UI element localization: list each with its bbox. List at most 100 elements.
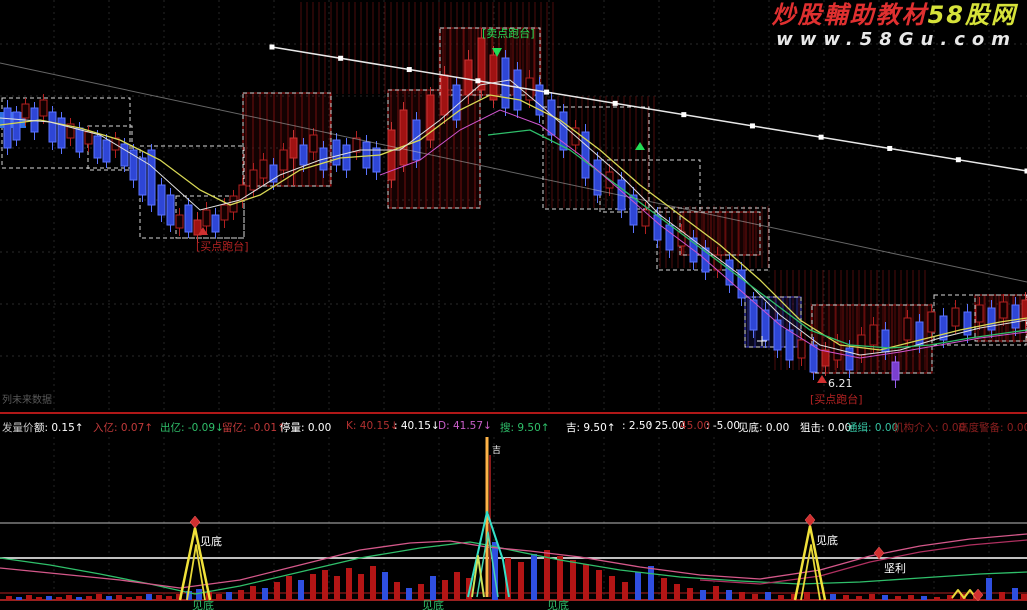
volume-bar	[126, 597, 132, 600]
trend-marker-line	[271, 46, 1027, 172]
trendline-node	[544, 89, 550, 95]
chart-signal-label: [买点跑台]	[196, 239, 249, 253]
volume-bar	[1012, 588, 1018, 600]
candle-body	[927, 311, 936, 333]
trendline-node	[749, 123, 755, 129]
candle-body	[513, 69, 522, 111]
candle-body	[309, 134, 318, 153]
candle-body	[249, 169, 258, 191]
ma-green	[487, 129, 1027, 349]
candle-body	[975, 304, 984, 323]
volume-bar	[752, 594, 758, 600]
volume-bar	[370, 566, 376, 600]
volume-bar	[156, 595, 162, 600]
center-spike-cyan	[467, 511, 510, 598]
volume-bar	[16, 597, 22, 600]
candle-body	[211, 214, 220, 233]
volume-bar	[298, 580, 304, 600]
candle-body	[477, 37, 486, 91]
candle-body	[75, 127, 84, 153]
candle-body	[66, 123, 75, 139]
candle-body	[963, 311, 972, 336]
candle-body	[175, 214, 184, 229]
volume-bar	[726, 590, 732, 600]
volume-bar	[274, 582, 280, 600]
volume-bar	[106, 596, 112, 600]
trendline-node	[1024, 168, 1027, 174]
arrow-up-icon	[198, 227, 208, 235]
volume-bar	[136, 596, 142, 600]
volume-bar	[418, 584, 424, 600]
candle-body	[202, 209, 211, 227]
volume-bar	[570, 560, 576, 600]
panel-signal-label-clipped: 见底	[547, 598, 569, 610]
volume-bar	[505, 558, 511, 600]
signal-box-dash	[242, 92, 332, 187]
candle-body	[797, 339, 806, 359]
candle-body	[665, 224, 674, 251]
candle-body	[641, 209, 650, 227]
volume-bar	[286, 576, 292, 600]
indicator-item: : 2.50	[622, 420, 653, 432]
right-yellow-zigzag	[951, 589, 977, 599]
candle-body	[773, 319, 782, 351]
trendline-node	[818, 134, 824, 140]
volume-bar	[947, 595, 953, 600]
volume-bar	[518, 562, 524, 600]
indicator-item: 出亿: -0.09↓	[160, 422, 224, 434]
candle-body	[535, 84, 544, 116]
trendline-node	[269, 44, 275, 50]
candle-body	[289, 137, 298, 159]
ma-magenta	[379, 109, 1027, 359]
candle-body	[269, 164, 278, 183]
volume-bar	[713, 586, 719, 600]
candle-body	[193, 219, 202, 236]
arrow-up-icon	[635, 142, 645, 150]
candle-body	[372, 147, 381, 173]
volume-bar	[739, 592, 745, 600]
volume-bar	[622, 582, 628, 600]
volume-bar	[454, 572, 460, 600]
volume-bar	[176, 594, 182, 600]
candle-body	[259, 159, 268, 179]
candle-body	[352, 137, 361, 153]
volume-bar	[596, 570, 602, 600]
volume-bar	[346, 568, 352, 600]
candle-body	[3, 107, 12, 149]
candle-body	[903, 317, 912, 341]
indicator-item: 见底: 0.00	[738, 422, 790, 434]
candle-body	[184, 204, 193, 233]
candle-body	[581, 131, 590, 179]
indicator-item: 高度警备: 0.00	[958, 422, 1027, 434]
volume-bar	[661, 578, 667, 600]
indicator-item: : 25.00	[648, 420, 685, 432]
volume-bar	[358, 574, 364, 600]
candle-body	[102, 139, 111, 163]
volume-bar	[986, 578, 992, 600]
candle-body	[157, 184, 166, 216]
volume-bar	[382, 572, 388, 600]
range-box-dashed	[599, 159, 701, 213]
trendline-node	[955, 157, 961, 163]
volume-bar	[635, 572, 641, 600]
volume-bar	[856, 596, 862, 600]
volume-bar	[26, 595, 32, 600]
candle-body	[399, 109, 408, 166]
diamond-signal-icon	[873, 546, 885, 560]
volume-bar	[492, 542, 498, 600]
volume-bar	[6, 596, 12, 600]
volume-bar	[804, 592, 810, 600]
candle-body	[12, 111, 21, 141]
signal-box-dash	[744, 296, 802, 348]
indicator-item: K: 40.15↓	[346, 420, 399, 432]
indicator-item: D: 41.57↓	[438, 420, 492, 432]
candle-body	[279, 149, 288, 171]
candle-body	[749, 299, 758, 331]
volume-bar	[895, 596, 901, 600]
ma-yellow	[0, 94, 1027, 351]
candle-body	[915, 321, 924, 346]
volume-bar	[765, 592, 771, 600]
volume-bar	[166, 596, 172, 600]
